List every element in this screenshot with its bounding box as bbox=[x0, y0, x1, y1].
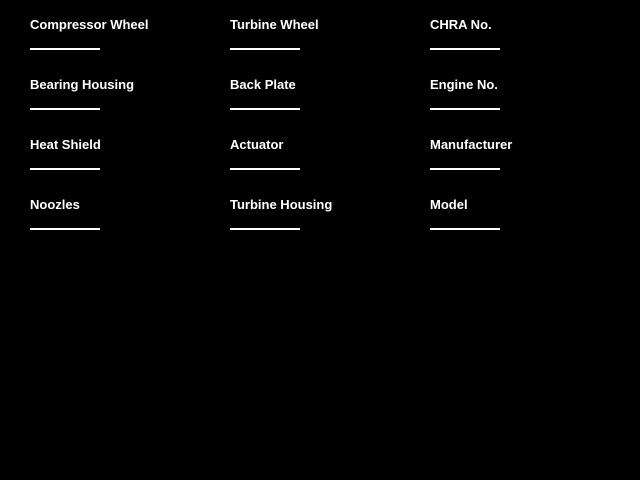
field-turbine-housing-label: Turbine Housing bbox=[230, 197, 333, 212]
field-actuator-input-line[interactable] bbox=[230, 168, 300, 170]
field-compressor-wheel-input-line[interactable] bbox=[30, 48, 100, 50]
field-heat-shield-value bbox=[30, 152, 100, 168]
field-turbine-housing: Turbine Housing bbox=[230, 197, 400, 230]
field-noozles-value bbox=[30, 212, 100, 228]
field-model-input-line[interactable] bbox=[430, 228, 500, 230]
field-actuator: Actuator bbox=[230, 137, 400, 170]
field-turbine-housing-value bbox=[230, 212, 300, 228]
field-compressor-wheel-value bbox=[30, 32, 100, 48]
field-manufacturer-label: Manufacturer bbox=[430, 137, 513, 152]
field-back-plate-label: Back Plate bbox=[230, 77, 296, 92]
field-actuator-label: Actuator bbox=[230, 137, 284, 152]
field-engine-no-label: Engine No. bbox=[430, 77, 498, 92]
field-engine-no-value bbox=[430, 92, 500, 108]
field-chra-no-value bbox=[430, 32, 500, 48]
field-chra-no-label: CHRA No. bbox=[430, 17, 492, 32]
field-noozles-input-line[interactable] bbox=[30, 228, 100, 230]
field-compressor-wheel: Compressor Wheel bbox=[30, 17, 200, 50]
field-bearing-housing-input-line[interactable] bbox=[30, 108, 100, 110]
field-turbine-wheel: Turbine Wheel bbox=[230, 17, 400, 50]
field-manufacturer-value bbox=[430, 152, 500, 168]
field-engine-no-input-line[interactable] bbox=[430, 108, 500, 110]
field-noozles-label: Noozles bbox=[30, 197, 80, 212]
field-back-plate-value bbox=[230, 92, 300, 108]
field-heat-shield-input-line[interactable] bbox=[30, 168, 100, 170]
field-back-plate: Back Plate bbox=[230, 77, 400, 110]
field-model-value bbox=[430, 212, 500, 228]
field-turbine-wheel-input-line[interactable] bbox=[230, 48, 300, 50]
field-manufacturer-input-line[interactable] bbox=[430, 168, 500, 170]
field-bearing-housing-label: Bearing Housing bbox=[30, 77, 135, 92]
field-actuator-value bbox=[230, 152, 300, 168]
field-turbine-housing-input-line[interactable] bbox=[230, 228, 300, 230]
field-back-plate-input-line[interactable] bbox=[230, 108, 300, 110]
field-heat-shield-label: Heat Shield bbox=[30, 137, 101, 152]
field-manufacturer: Manufacturer bbox=[430, 137, 600, 170]
field-noozles: Noozles bbox=[30, 197, 200, 230]
field-engine-no: Engine No. bbox=[430, 77, 600, 110]
field-model-label: Model bbox=[430, 197, 468, 212]
field-turbine-wheel-label: Turbine Wheel bbox=[230, 17, 319, 32]
field-bearing-housing: Bearing Housing bbox=[30, 77, 200, 110]
field-heat-shield: Heat Shield bbox=[30, 137, 200, 170]
field-bearing-housing-value bbox=[30, 92, 100, 108]
field-turbine-wheel-value bbox=[230, 32, 300, 48]
field-chra-no: CHRA No. bbox=[430, 17, 600, 50]
field-compressor-wheel-label: Compressor Wheel bbox=[30, 17, 149, 32]
field-model: Model bbox=[430, 197, 600, 230]
field-chra-no-input-line[interactable] bbox=[430, 48, 500, 50]
